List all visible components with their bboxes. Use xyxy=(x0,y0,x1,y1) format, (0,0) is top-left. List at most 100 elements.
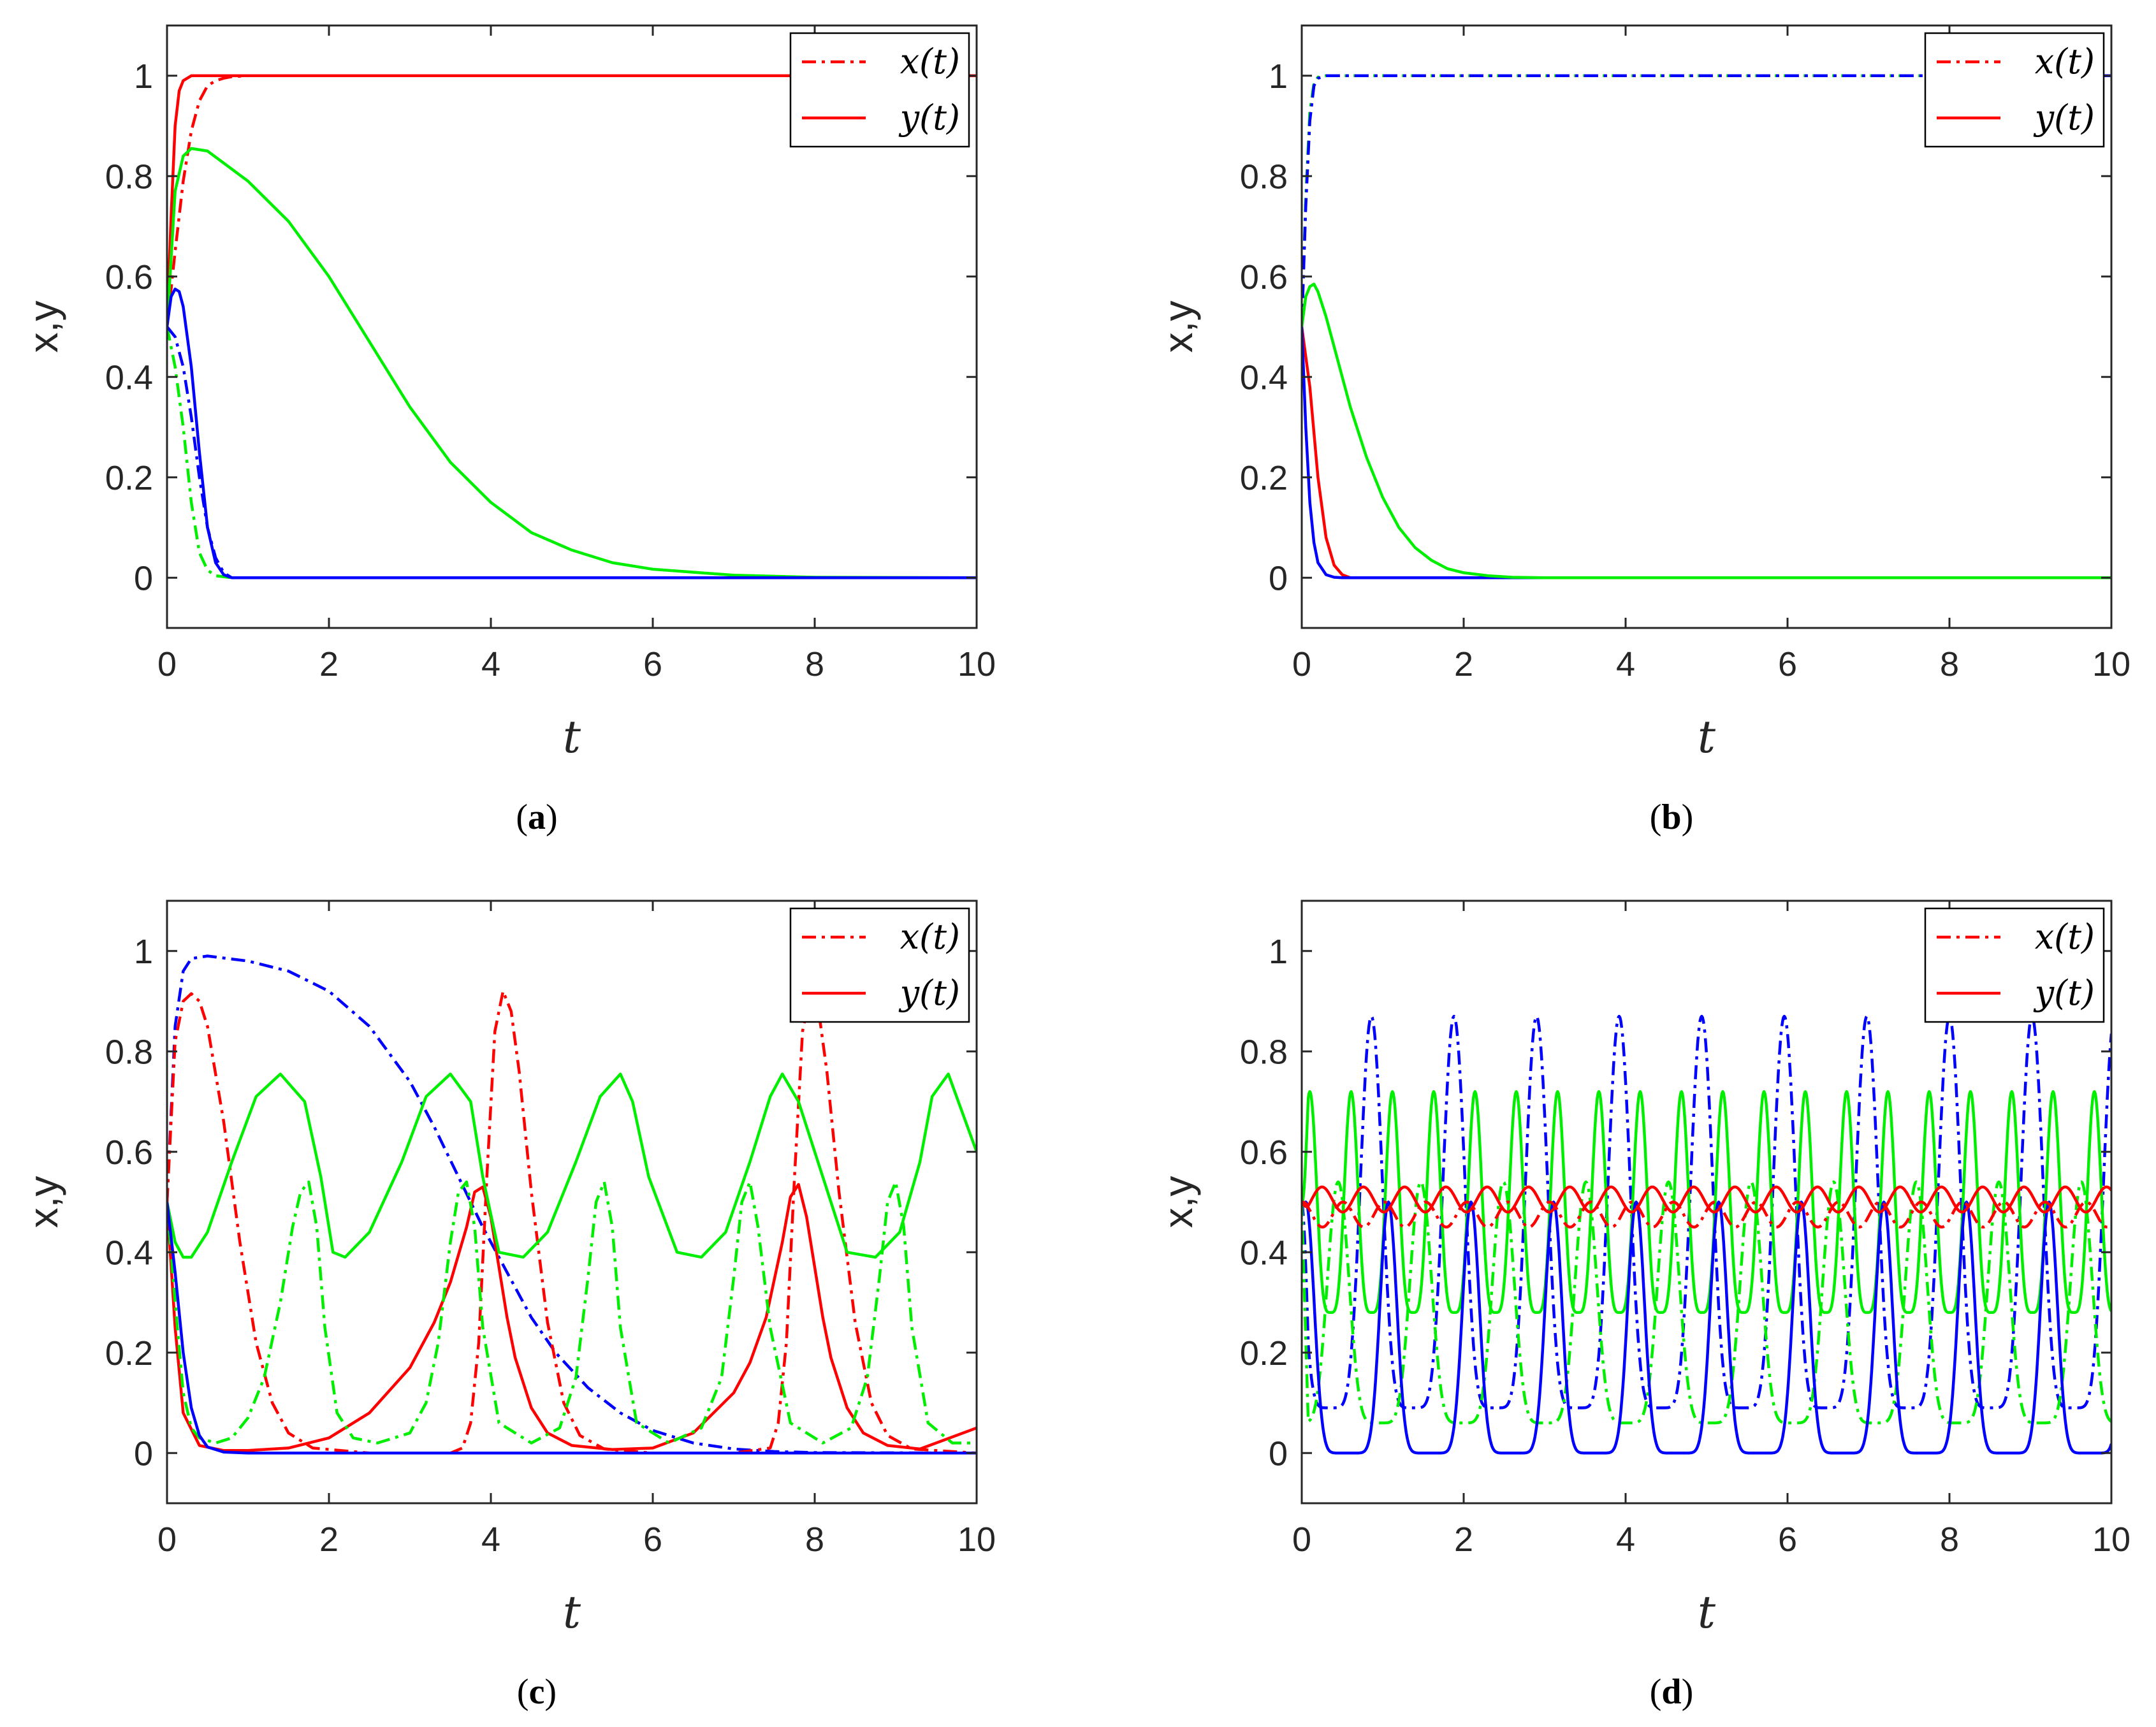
axes-box xyxy=(1300,24,2113,629)
series-group xyxy=(167,954,977,1455)
series-y-red xyxy=(1302,1185,2111,1214)
series-y-green xyxy=(1302,282,2111,579)
series-y-green xyxy=(167,147,977,579)
series-y-green xyxy=(167,1072,977,1259)
legend-box xyxy=(1924,32,2105,148)
legend-label: x(t) xyxy=(2035,917,2095,957)
x-tick-label: 0 xyxy=(157,1520,177,1559)
series-y-blue xyxy=(1302,1200,2111,1455)
chart-panel-c: 0 2 4 6 8 10 0 0.2 0.4 0.6 0.8 1 t x,y x(t) y(t) (c) xyxy=(20,900,996,1712)
y-tick-label: 0.6 xyxy=(1240,1133,1288,1172)
legend: x(t) y(t) xyxy=(1924,907,2105,1023)
chart-panel-b: 0 2 4 6 8 10 0 0.2 0.4 0.6 0.8 1 t x,y x(t) y(t) (b) xyxy=(1155,24,2131,837)
legend-box xyxy=(789,907,970,1023)
y-tick-label: 0 xyxy=(1269,559,1288,597)
y-tick-label: 0.4 xyxy=(105,358,153,397)
x-tick-label: 6 xyxy=(1778,1520,1797,1559)
legend-label: x(t) xyxy=(2035,41,2095,82)
series-y-blue xyxy=(167,288,977,579)
legend: x(t) y(t) xyxy=(789,907,970,1023)
legend-label: y(t) xyxy=(899,98,960,138)
series-y-green xyxy=(1302,1090,2111,1314)
y-tick-label: 0.6 xyxy=(105,258,153,296)
series-x-green xyxy=(167,1180,977,1445)
y-tick-label: 0.8 xyxy=(1240,157,1288,196)
legend-box xyxy=(789,32,970,148)
x-tick-label: 8 xyxy=(1940,1520,1959,1559)
x-tick-label: 10 xyxy=(958,1520,996,1559)
y-tick-label: 1 xyxy=(134,57,153,96)
y-tick-label: 0.2 xyxy=(1240,1334,1288,1373)
legend-label: x(t) xyxy=(900,41,960,82)
x-tick-label: 2 xyxy=(1454,1520,1473,1559)
x-tick-label: 6 xyxy=(643,1520,662,1559)
x-axis-title: t xyxy=(563,1586,581,1638)
series-x-red xyxy=(167,989,977,1455)
series-x-blue xyxy=(167,954,977,1455)
x-axis-title: t xyxy=(563,711,581,763)
x-tick-label: 0 xyxy=(1292,645,1311,683)
chart-panel-d: 0 2 4 6 8 10 0 0.2 0.4 0.6 0.8 1 t x,y x(t) y(t) (d) xyxy=(1155,900,2131,1712)
x-axis-title: t xyxy=(1698,711,1716,763)
panel-caption: (c) xyxy=(517,1672,557,1712)
x-tick-label: 8 xyxy=(805,645,824,683)
y-axis-title: x,y xyxy=(1155,1176,1201,1228)
x-tick-label: 2 xyxy=(1454,645,1473,683)
x-tick-label: 4 xyxy=(481,645,500,683)
series-y-red xyxy=(167,1183,977,1452)
axes-box xyxy=(166,24,978,629)
series-x-blue xyxy=(1302,74,2111,327)
caption-letter: c xyxy=(529,1672,545,1712)
y-tick-label: 0.2 xyxy=(105,459,153,497)
series-group xyxy=(1302,1014,2111,1455)
y-axis-title: x,y xyxy=(1155,301,1201,353)
chart-panel-a: 0 2 4 6 8 10 0 0.2 0.4 0.6 0.8 1 t x,y x(t) y(t) (a) xyxy=(20,24,996,837)
x-tick-label: 0 xyxy=(1292,1520,1311,1559)
legend-label: x(t) xyxy=(900,917,960,957)
x-tick-label: 2 xyxy=(319,645,339,683)
x-tick-label: 4 xyxy=(1616,1520,1635,1559)
axes-box xyxy=(166,900,978,1505)
y-tick-label: 0 xyxy=(1269,1434,1288,1473)
y-tick-label: 1 xyxy=(134,933,153,971)
caption-letter: b xyxy=(1661,798,1681,837)
series-group xyxy=(1302,74,2111,579)
series-y-red xyxy=(167,74,977,327)
y-tick-label: 1 xyxy=(1269,57,1288,96)
y-tick-label: 0 xyxy=(134,1434,153,1473)
x-tick-label: 0 xyxy=(157,645,177,683)
legend-label: y(t) xyxy=(899,973,960,1013)
y-tick-label: 0.8 xyxy=(105,1033,153,1071)
x-tick-label: 6 xyxy=(1778,645,1797,683)
series-x-red xyxy=(167,74,977,327)
legend: x(t) y(t) xyxy=(1924,32,2105,148)
legend-box xyxy=(1924,907,2105,1023)
y-tick-label: 0.8 xyxy=(1240,1033,1288,1071)
y-tick-label: 0.8 xyxy=(105,157,153,196)
series-y-blue xyxy=(1302,326,2111,579)
legend: x(t) y(t) xyxy=(789,32,970,148)
x-tick-label: 2 xyxy=(319,1520,339,1559)
panel-caption: (a) xyxy=(516,798,557,837)
y-tick-label: 0.2 xyxy=(105,1334,153,1373)
caption-letter: a xyxy=(528,798,546,837)
x-tick-label: 10 xyxy=(958,645,996,683)
y-tick-label: 0 xyxy=(134,559,153,597)
x-axis-title: t xyxy=(1698,1586,1716,1638)
panel-caption: (d) xyxy=(1650,1672,1693,1712)
y-tick-label: 1 xyxy=(1269,933,1288,971)
y-axis-title: x,y xyxy=(20,1176,66,1228)
panel-caption: (b) xyxy=(1650,798,1693,837)
legend-label: y(t) xyxy=(2034,973,2095,1013)
legend-label: y(t) xyxy=(2034,98,2095,138)
y-tick-label: 0.6 xyxy=(105,1133,153,1172)
x-tick-label: 4 xyxy=(481,1520,500,1559)
y-tick-label: 0.2 xyxy=(1240,459,1288,497)
y-tick-label: 0.6 xyxy=(1240,258,1288,296)
series-x-blue xyxy=(1302,1014,2111,1410)
x-tick-label: 10 xyxy=(2092,1520,2131,1559)
axes-box xyxy=(1300,900,2113,1505)
x-tick-label: 6 xyxy=(643,645,662,683)
x-tick-label: 4 xyxy=(1616,645,1635,683)
